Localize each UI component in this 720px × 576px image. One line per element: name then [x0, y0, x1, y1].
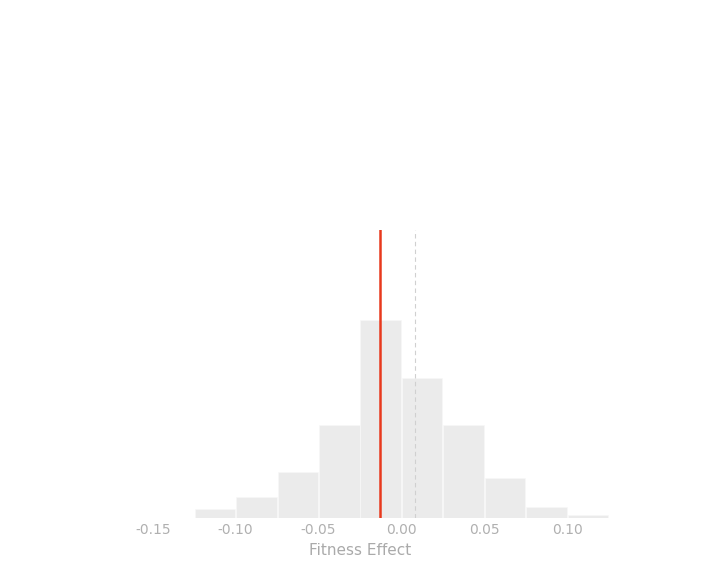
- Bar: [277, 472, 318, 518]
- X-axis label: Fitness Effect: Fitness Effect: [309, 543, 411, 558]
- Bar: [567, 515, 608, 518]
- Bar: [361, 320, 401, 518]
- Bar: [236, 497, 276, 518]
- Bar: [402, 378, 443, 518]
- Bar: [444, 425, 484, 518]
- Bar: [319, 425, 359, 518]
- Bar: [485, 478, 526, 518]
- Bar: [526, 507, 567, 518]
- Bar: [194, 509, 235, 518]
